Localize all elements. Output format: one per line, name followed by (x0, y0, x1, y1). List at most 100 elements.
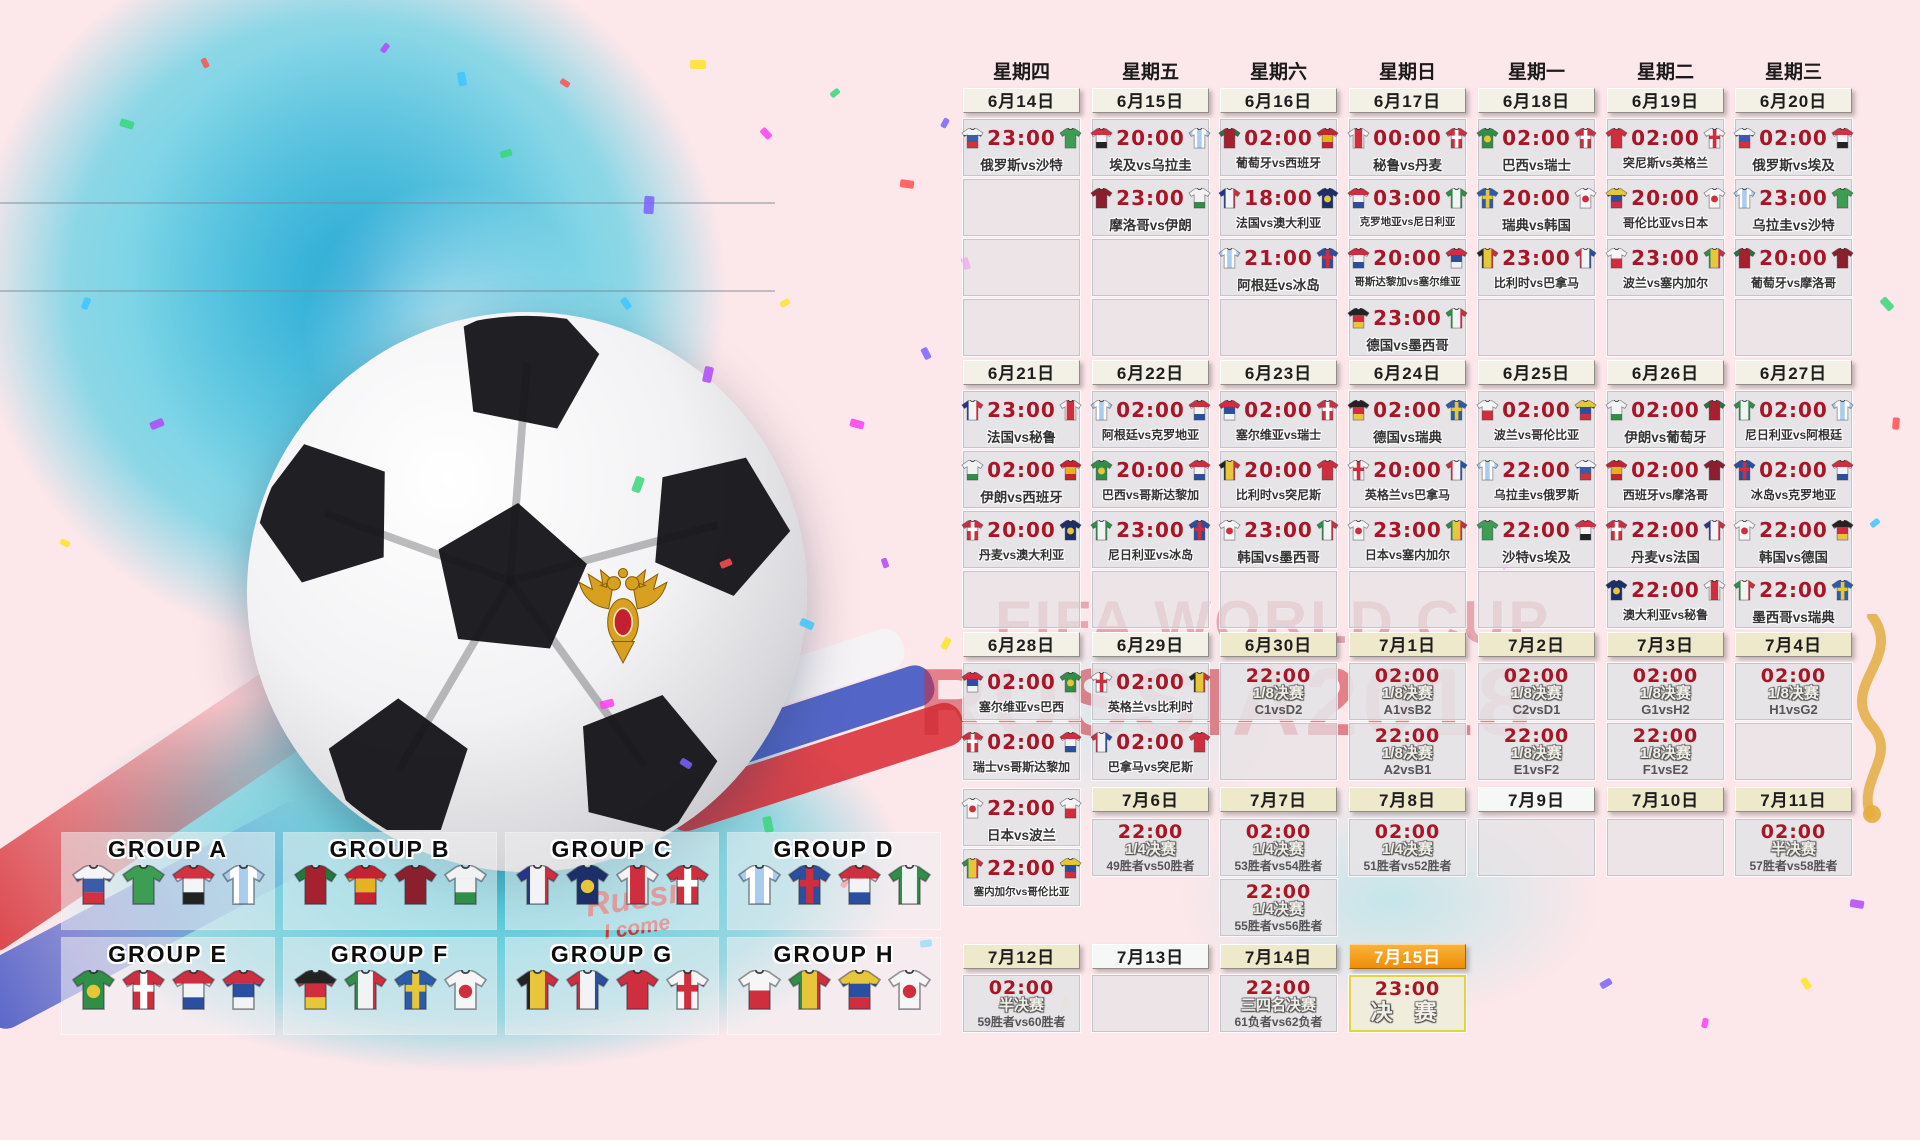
home-jersey-icon (961, 796, 984, 819)
match-cell: 21:00 阿根廷vs冰岛 (1218, 239, 1339, 296)
match-time: 02:00 (1502, 126, 1571, 150)
match-time: 02:00 (1373, 398, 1442, 422)
empty-cell (1092, 239, 1209, 296)
knockout-teams: G1vsH2 (1641, 702, 1690, 717)
match-cell: 23:00 德国vs墨西哥 (1347, 299, 1468, 356)
group-panel-e: GROUP E (62, 938, 274, 1034)
group-title: GROUP C (551, 836, 673, 862)
match-team-names: 巴拿马vs突尼斯 (1107, 760, 1194, 774)
match-time: 02:00 (987, 730, 1056, 754)
match-cell: 18:00 法国vs澳大利亚 (1218, 179, 1339, 236)
knockout-teams: 55胜者vs56胜者 (1234, 919, 1323, 933)
match-team-names: 伊朗vs西班牙 (980, 490, 1063, 505)
match-jersey-time-row: 23:00 (1605, 240, 1726, 274)
divider-line (0, 290, 775, 292)
home-jersey-icon (1218, 518, 1241, 541)
match-team-names: 西班牙vs摩洛哥 (1622, 488, 1709, 502)
date-header: 6月17日 (1349, 88, 1466, 113)
home-jersey-icon (1090, 126, 1113, 149)
match-cell: 23:00 日本vs塞内加尔 (1347, 511, 1468, 568)
empty-cell (963, 239, 1080, 296)
away-jersey-icon (1316, 246, 1339, 269)
group-jersey-icon (343, 968, 388, 1011)
knockout-time: 22:00 (1245, 881, 1312, 903)
home-jersey-icon (1090, 670, 1113, 693)
group-jersey-row (284, 863, 496, 906)
home-jersey-icon (1218, 186, 1241, 209)
match-jersey-time-row: 20:00 (961, 512, 1082, 546)
home-jersey-icon (1605, 246, 1628, 269)
match-team-names: 英格兰vs巴拿马 (1364, 488, 1451, 502)
match-team-names: 塞内加尔vs哥伦比亚 (973, 886, 1070, 898)
away-jersey-icon (1445, 306, 1468, 329)
knockout-teams: 59胜者vs60胜者 (977, 1015, 1066, 1029)
knockout-cell: 22:00 三四名决赛 61负者vs62负者 (1220, 975, 1337, 1032)
weekday-label: 星期六 (1249, 62, 1307, 83)
match-team-names: 德国vs墨西哥 (1366, 338, 1449, 353)
match-time: 02:00 (1759, 126, 1828, 150)
knockout-stage: 1/8决赛 (1511, 745, 1562, 762)
away-jersey-icon (1188, 670, 1211, 693)
knockout-teams: 57胜者vs58胜者 (1749, 859, 1838, 873)
match-time: 23:00 (1502, 246, 1571, 270)
match-team-names: 俄罗斯vs沙特 (980, 158, 1063, 173)
match-cell: 22:00 丹麦vs法国 (1605, 511, 1726, 568)
match-time: 02:00 (1502, 398, 1571, 422)
match-cell: 22:00 澳大利亚vs秘鲁 (1605, 571, 1726, 628)
final-stage: 决 赛 (1370, 1000, 1445, 1025)
knockout-stage: 1/8决赛 (1640, 685, 1691, 702)
match-jersey-time-row: 02:00 (1733, 452, 1854, 486)
match-time: 02:00 (987, 458, 1056, 482)
match-jersey-time-row: 22:00 (1605, 572, 1726, 606)
match-cell: 23:00 比利时vs巴拿马 (1476, 239, 1597, 296)
away-jersey-icon (1059, 126, 1082, 149)
knockout-teams: C2vsD1 (1512, 702, 1561, 717)
knockout-teams: E1vsF2 (1513, 762, 1560, 777)
groups-panel-area: GROUP A GROUP B GROUP C GROUP D GROUP E GROUP… (62, 836, 932, 1034)
match-time: 02:00 (1116, 730, 1185, 754)
match-cell: 20:00 比利时vs突尼斯 (1218, 451, 1339, 508)
match-cell: 22:00 塞内加尔vs哥伦比亚 (961, 849, 1082, 906)
knockout-cell: 22:00 1/4决赛 55胜者vs56胜者 (1220, 879, 1337, 936)
date-header: 6月14日 (963, 88, 1080, 113)
match-jersey-time-row: 23:00 (1347, 300, 1468, 334)
group-jersey-row (506, 968, 718, 1011)
match-time: 20:00 (1373, 246, 1442, 270)
match-time: 23:00 (1116, 186, 1185, 210)
match-cell: 22:00 乌拉圭vs俄罗斯 (1476, 451, 1597, 508)
knockout-cell: 02:00 1/8决赛 H1vsG2 (1735, 663, 1852, 720)
home-jersey-icon (1476, 126, 1499, 149)
match-time: 23:00 (1759, 186, 1828, 210)
empty-cell (1735, 299, 1852, 356)
away-jersey-icon (1574, 398, 1597, 421)
match-jersey-time-row: 22:00 (1733, 512, 1854, 546)
group-title: GROUP D (773, 836, 895, 862)
home-jersey-icon (1605, 186, 1628, 209)
knockout-cell: 02:00 半决赛 57胜者vs58胜者 (1735, 819, 1852, 876)
match-team-names: 沙特vs埃及 (1501, 550, 1572, 565)
weekday-label: 星期五 (1121, 62, 1179, 83)
group-jersey-icon (887, 968, 932, 1011)
knockout-teams: 49胜者vs50胜者 (1106, 859, 1195, 873)
match-cell: 20:00 埃及vs乌拉圭 (1090, 119, 1211, 176)
final-cell: 23:00 决 赛 (1349, 975, 1466, 1032)
group-panel-f: GROUP F (284, 938, 496, 1034)
date-header: 7月4日 (1735, 632, 1852, 657)
match-cell: 02:00 葡萄牙vs西班牙 (1218, 119, 1339, 176)
match-team-names: 突尼斯vs英格兰 (1622, 156, 1709, 170)
group-jersey-row (506, 863, 718, 906)
home-jersey-icon (1733, 398, 1756, 421)
empty-cell (1220, 571, 1337, 628)
match-time: 22:00 (1631, 518, 1700, 542)
empty-cell (1478, 571, 1595, 628)
match-jersey-time-row: 02:00 (1605, 120, 1726, 154)
match-cell: 03:00 克罗地亚vs尼日利亚 (1347, 179, 1468, 236)
group-jersey-icon (221, 863, 266, 906)
match-jersey-time-row: 02:00 (1605, 452, 1726, 486)
knockout-cell: 22:00 1/8决赛 C1vsD2 (1220, 663, 1337, 720)
home-jersey-icon (1347, 246, 1370, 269)
match-team-names: 塞尔维亚vs瑞士 (1235, 428, 1322, 442)
date-header: 6月19日 (1607, 88, 1724, 113)
match-cell: 02:00 俄罗斯vs埃及 (1733, 119, 1854, 176)
knockout-time: 02:00 (1245, 821, 1312, 843)
